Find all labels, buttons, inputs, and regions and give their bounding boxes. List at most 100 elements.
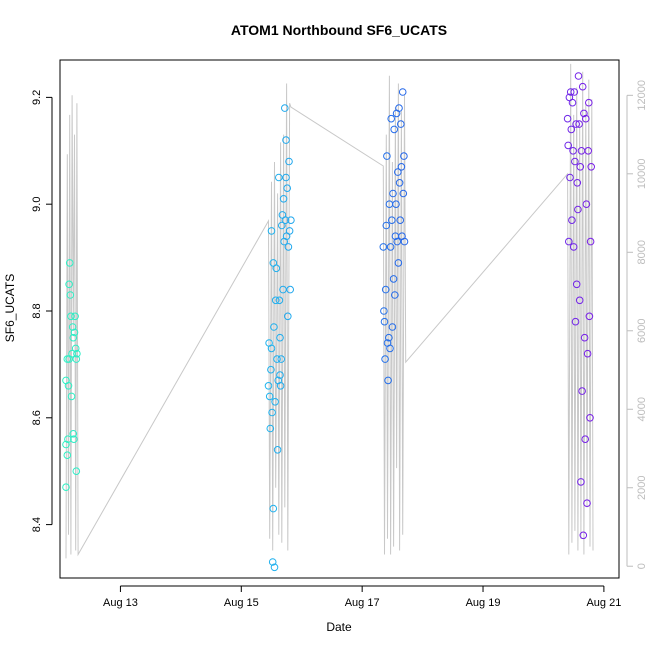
data-point xyxy=(381,285,390,294)
data-point xyxy=(267,344,276,353)
data-point xyxy=(400,152,408,160)
data-point xyxy=(64,382,73,390)
data-point xyxy=(277,355,286,363)
data-point xyxy=(73,349,81,358)
data-point xyxy=(394,259,403,267)
data-point xyxy=(576,163,585,171)
y2-tick-label: 4000 xyxy=(636,397,648,421)
data-point xyxy=(272,264,281,273)
data-point xyxy=(395,104,403,112)
data-point xyxy=(279,195,288,203)
y-tick-label: 9.2 xyxy=(31,90,43,105)
y-tick-label: 8.6 xyxy=(31,410,43,425)
data-point xyxy=(587,163,596,171)
data-point xyxy=(566,173,574,182)
data-point xyxy=(568,98,577,107)
chart-title: ATOM1 Northbound SF6_UCATS xyxy=(231,22,447,38)
y2-tick-label: 10000 xyxy=(636,159,648,190)
data-point xyxy=(389,275,398,283)
x-tick-label: Aug 21 xyxy=(586,597,621,609)
x-tick-label: Aug 15 xyxy=(224,597,259,609)
data-point xyxy=(565,237,573,246)
data-point xyxy=(276,382,285,390)
data-point xyxy=(64,435,72,444)
y-tick-label: 8.8 xyxy=(31,303,43,318)
data-point xyxy=(276,333,284,342)
data-point xyxy=(72,355,81,363)
data-point xyxy=(397,163,406,171)
data-point xyxy=(68,349,76,358)
data-point xyxy=(269,504,278,513)
data-point xyxy=(395,179,404,187)
data-point xyxy=(65,280,73,289)
data-point xyxy=(68,323,77,331)
data-point xyxy=(267,227,276,235)
data-point xyxy=(70,328,79,337)
data-point xyxy=(383,152,391,160)
y2-tick-label: 2000 xyxy=(636,476,648,500)
data-point xyxy=(388,216,396,224)
data-point xyxy=(63,451,72,460)
data-point xyxy=(275,296,284,305)
data-point xyxy=(387,114,396,123)
data-point xyxy=(271,398,279,406)
x-axis-label: Date xyxy=(326,620,352,634)
data-point xyxy=(278,221,286,230)
axes-layer: Aug 13 Aug 15 Aug 17 Aug 19 Aug 21 8.4 8.6 8.8 9… xyxy=(31,80,648,609)
data-point xyxy=(580,333,589,342)
y2-tick-label: 0 xyxy=(636,563,648,569)
data-point xyxy=(393,237,402,246)
y-tick-label: 8.4 xyxy=(31,517,43,532)
data-point xyxy=(399,189,408,198)
y2-tick-label: 8000 xyxy=(636,240,648,264)
data-point xyxy=(266,424,275,433)
data-point xyxy=(285,227,294,235)
altitude-line xyxy=(65,63,594,559)
data-point xyxy=(574,205,582,214)
y2-tick-label: 12000 xyxy=(636,80,648,111)
data-point xyxy=(62,440,70,449)
data-point xyxy=(287,216,295,224)
data-point xyxy=(571,317,580,326)
data-point xyxy=(282,173,290,182)
data-points-layer xyxy=(62,72,596,572)
data-point xyxy=(585,312,594,321)
data-point xyxy=(284,312,292,321)
data-point xyxy=(570,88,579,96)
data-point xyxy=(391,291,399,299)
data-point xyxy=(577,478,585,486)
data-point xyxy=(578,387,586,395)
data-point xyxy=(385,333,393,342)
data-point xyxy=(268,558,277,566)
data-point xyxy=(281,104,289,112)
data-point xyxy=(382,221,391,230)
data-point xyxy=(583,499,591,508)
data-point xyxy=(264,382,273,390)
data-point xyxy=(575,120,583,128)
data-point xyxy=(282,136,290,144)
data-point xyxy=(71,312,79,321)
data-point xyxy=(386,344,394,353)
data-point xyxy=(279,285,287,294)
data-point xyxy=(396,216,405,224)
data-point xyxy=(384,376,392,385)
data-point xyxy=(579,531,588,540)
data-point xyxy=(564,141,573,150)
data-point xyxy=(273,355,281,363)
data-point xyxy=(386,243,395,251)
data-point xyxy=(265,392,274,401)
data-point xyxy=(586,414,594,422)
data-point xyxy=(583,349,592,358)
data-point xyxy=(582,200,591,208)
data-point xyxy=(572,280,581,289)
data-point xyxy=(276,371,284,379)
x-tick-label: Aug 19 xyxy=(466,597,501,609)
data-point xyxy=(568,216,576,224)
altitude-layer xyxy=(65,63,594,559)
data-point xyxy=(62,483,70,492)
y-tick-label: 9.0 xyxy=(31,197,43,212)
data-point xyxy=(392,200,400,208)
x-tick-label: Aug 17 xyxy=(345,597,380,609)
data-point xyxy=(270,323,278,331)
